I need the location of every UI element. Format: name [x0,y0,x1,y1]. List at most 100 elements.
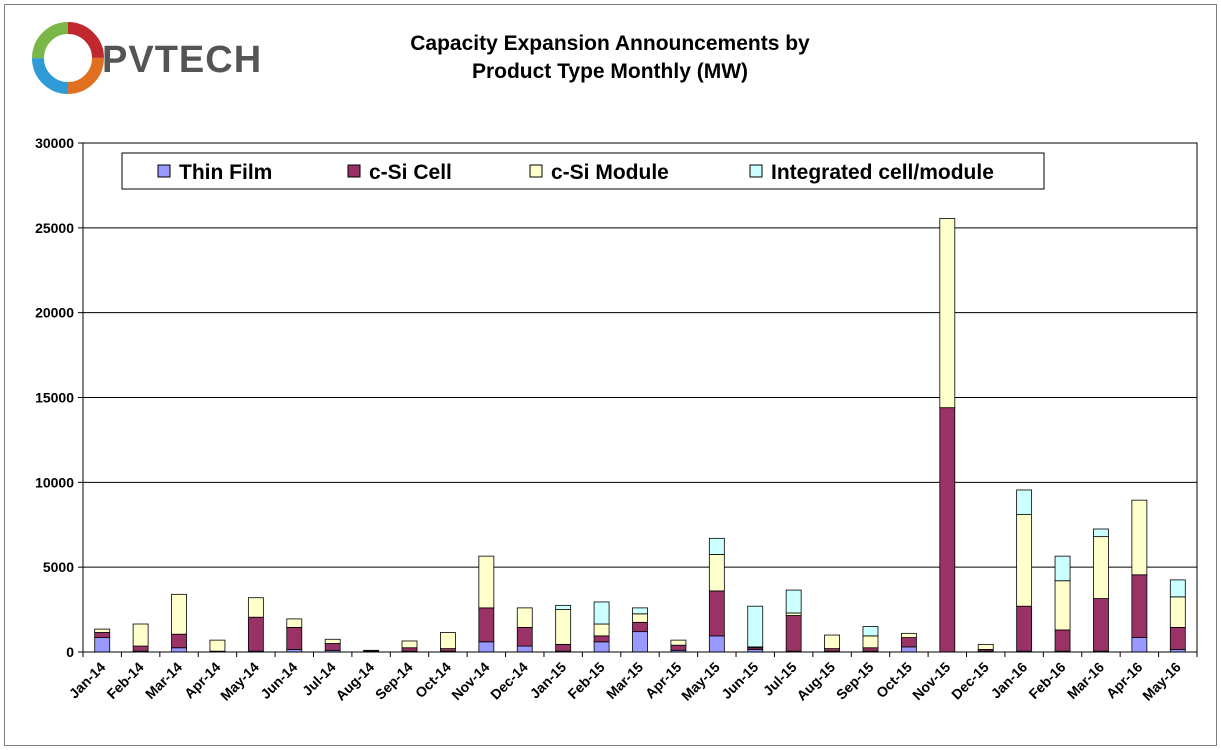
bar-segment[interactable] [1016,514,1033,607]
legend-item[interactable]: c-Si Cell [347,161,452,184]
legend-item[interactable]: Thin Film [157,161,272,184]
bar-segment[interactable] [1131,574,1148,638]
bar-segment[interactable] [247,597,264,618]
bar-segment[interactable] [862,647,879,652]
bar-segment[interactable] [478,607,495,643]
pvtech-logo: PVTECH [32,22,261,94]
legend-label: Integrated cell/module [771,161,994,184]
bar-segment[interactable] [593,623,610,637]
bar-segment[interactable] [94,637,111,653]
bar-segment[interactable] [1131,637,1148,653]
bar-segment[interactable] [1169,596,1186,628]
x-tick-label: Jan-14 [66,659,109,702]
x-tick-label: Sep-15 [833,659,877,703]
bar-segment[interactable] [478,641,495,653]
bar-segment[interactable] [1054,555,1071,582]
bar-segment[interactable] [593,641,610,653]
axes [82,142,1198,653]
bar-segment[interactable] [900,637,917,648]
bar-segment[interactable] [478,555,495,609]
bar-segment[interactable] [862,626,879,637]
bar-segment[interactable] [1054,629,1071,652]
bar-segment[interactable] [708,554,725,592]
bar-segment[interactable] [132,623,149,647]
bar-segment[interactable] [785,615,802,652]
bar-segment[interactable] [555,604,572,610]
bar-segment[interactable] [363,649,380,652]
bar-segment[interactable] [247,616,264,652]
chart-title-line-2: Product Type Monthly (MW) [471,60,749,83]
y-tick-label: 5000 [43,559,74,575]
x-tick-label: Aug-14 [332,659,377,704]
bar-segment[interactable] [171,593,187,635]
bar-segment[interactable] [1054,580,1071,631]
bar-segment[interactable] [632,621,648,633]
bar-segment[interactable] [324,638,341,644]
bar-segment[interactable] [401,640,418,649]
bar-segment[interactable] [824,634,840,650]
bar-segment[interactable] [286,618,303,628]
bar-segment[interactable] [555,609,572,645]
bar-segment[interactable] [132,645,149,652]
x-tick-label: Aug-15 [793,659,838,704]
legend-label: Thin Film [179,161,272,184]
bar-segment[interactable] [209,639,226,652]
legend-item[interactable]: c-Si Module [529,161,669,184]
bar-segment[interactable] [555,643,572,652]
x-tick-label: Oct-14 [412,659,454,701]
bar-segment[interactable] [708,590,725,637]
bar-segment[interactable] [747,605,764,648]
legend-item[interactable]: Integrated cell/module [749,161,994,184]
chart-frame [4,4,1217,746]
bar-segment[interactable] [171,633,187,649]
bar-segment[interactable] [708,635,725,653]
bar-segment[interactable] [593,635,610,643]
bar-segment[interactable] [1093,528,1109,538]
bar-segment[interactable] [632,607,648,615]
bar-segment[interactable] [516,645,533,653]
bar-segment[interactable] [900,632,917,638]
x-tick-label: Mar-15 [603,659,646,702]
legend-swatch [529,164,543,178]
bar-segment[interactable] [94,628,111,633]
bar-segment[interactable] [516,607,533,628]
bar-segment[interactable] [708,537,725,555]
y-tick-label: 0 [66,644,74,660]
bar-segment[interactable] [286,626,303,650]
bar-segment[interactable] [1093,598,1109,652]
bar-segment[interactable] [401,647,418,652]
bar-segment[interactable] [632,613,648,623]
bar-segment[interactable] [1093,536,1109,599]
chart-title-line-1: Capacity Expansion Announcements by [410,32,810,55]
bar-segment[interactable] [1131,499,1148,576]
x-tick-label: Apr-16 [1103,659,1146,702]
bar-segment[interactable] [593,601,610,625]
y-tick-label: 15000 [35,390,74,406]
x-tick-label: Nov-15 [909,659,953,703]
bar-segment[interactable] [900,646,917,653]
y-tick-label: 30000 [35,135,74,151]
bar-segment[interactable] [670,639,687,646]
bar-segment[interactable] [171,647,187,653]
bar-segment[interactable] [1169,626,1186,650]
bar-segment[interactable] [516,626,533,647]
x-tick-labels: Jan-14Feb-14Mar-14Apr-14May-14Jun-14Jul-… [66,659,1184,704]
bar-segment[interactable] [632,631,648,653]
bar-segment[interactable] [1169,579,1186,598]
bar-segment[interactable] [1016,489,1033,515]
y-tick-label: 25000 [35,220,74,236]
bar-segment[interactable] [440,632,456,650]
bar-segment[interactable] [939,218,956,409]
bar-segment[interactable] [94,632,111,638]
legend[interactable]: Thin Film c-Si Cell c-Si Module Integrated … [121,152,1045,190]
bar-segment[interactable] [862,635,879,649]
bar-segment[interactable] [977,643,994,650]
bar-segment[interactable] [324,643,341,651]
legend-swatch [749,164,763,178]
bar-segment[interactable] [670,644,687,651]
bar-segment[interactable] [785,589,802,614]
bar-segment[interactable] [1016,605,1033,652]
bar-segment[interactable] [939,407,956,653]
x-tick-label: Apr-14 [181,659,224,702]
x-tick-label: Oct-15 [873,659,915,701]
